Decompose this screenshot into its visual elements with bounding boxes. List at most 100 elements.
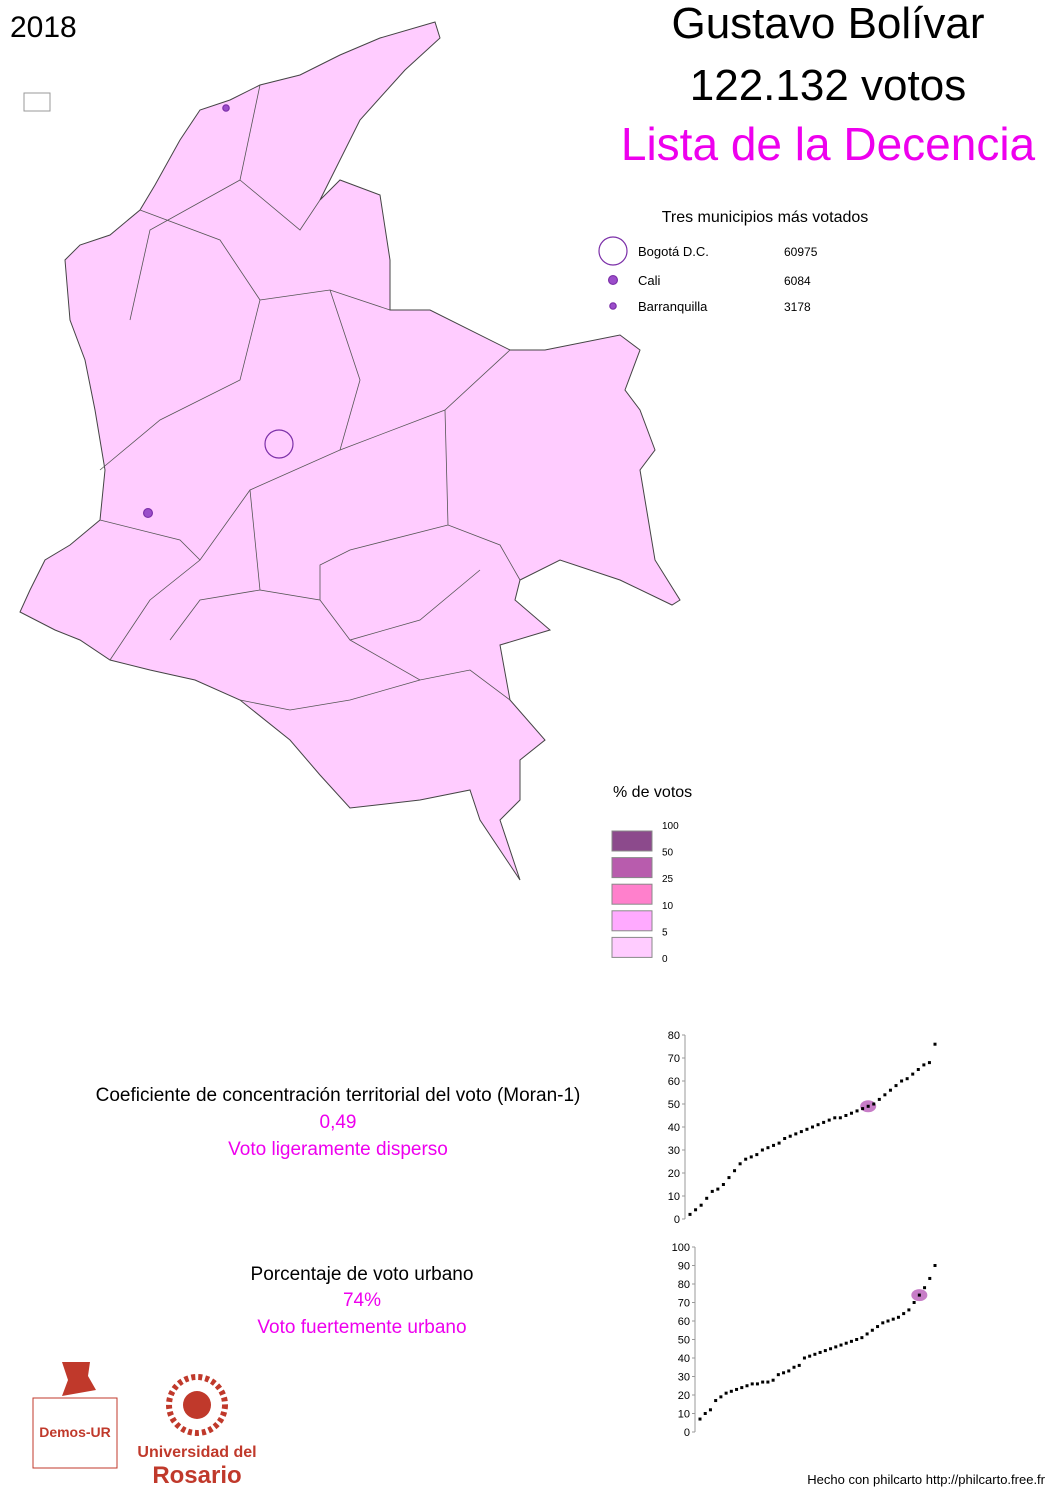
legend-title: % de votos <box>613 784 692 801</box>
point <box>865 1332 869 1336</box>
y-tick-label: 70 <box>678 1298 690 1310</box>
y-tick-label: 40 <box>668 1122 680 1134</box>
legend-swatch <box>611 936 653 958</box>
point <box>708 1408 712 1412</box>
indicator-value: 74% <box>343 1290 381 1311</box>
legend-break: 10 <box>662 901 674 912</box>
point <box>733 1169 737 1173</box>
y-tick-label: 90 <box>678 1261 690 1273</box>
y-tick-label: 100 <box>672 1242 690 1254</box>
point <box>860 1336 864 1340</box>
legend-swatch <box>611 883 653 905</box>
point <box>933 1042 937 1046</box>
point <box>799 1130 803 1134</box>
logo-text: Universidad del <box>137 1444 256 1461</box>
point <box>928 1276 932 1280</box>
point <box>719 1395 723 1399</box>
y-tick-label: 30 <box>678 1372 690 1384</box>
point <box>740 1386 744 1390</box>
point <box>855 1109 859 1113</box>
legend-symbol <box>607 274 619 286</box>
point <box>755 1153 759 1157</box>
point <box>787 1369 791 1373</box>
footer: Hecho con philcarto http://philcarto.fre… <box>807 1472 1045 1487</box>
point <box>829 1347 833 1351</box>
indicator-label: Porcentaje de voto urbano <box>251 1264 474 1285</box>
point <box>797 1363 801 1367</box>
point <box>870 1328 874 1332</box>
point <box>721 1183 725 1186</box>
point <box>861 1107 865 1111</box>
y-tick-label: 0 <box>674 1214 680 1226</box>
point <box>772 1143 776 1147</box>
y-tick-label: 10 <box>668 1191 680 1203</box>
point <box>907 1308 911 1312</box>
point <box>896 1315 900 1319</box>
map-symbol <box>222 104 230 112</box>
point <box>744 1157 748 1161</box>
y-tick-label: 20 <box>668 1168 680 1180</box>
legend-break: 5 <box>662 927 668 938</box>
point <box>849 1339 853 1343</box>
point <box>886 1319 890 1323</box>
y-tick-label: 40 <box>678 1353 690 1365</box>
legend-break: 50 <box>662 848 674 859</box>
legend-swatch <box>611 830 653 852</box>
point <box>891 1317 895 1321</box>
point <box>749 1155 753 1159</box>
map-inset <box>23 92 51 112</box>
legend-symbol <box>609 302 617 310</box>
point <box>827 1118 831 1122</box>
point <box>911 1072 915 1076</box>
point <box>710 1189 714 1193</box>
point <box>855 1338 859 1341</box>
point <box>894 1084 898 1088</box>
point <box>703 1412 707 1415</box>
point <box>729 1389 733 1393</box>
map <box>19 21 681 881</box>
municipality-votes: 6084 <box>784 274 811 288</box>
point <box>724 1391 728 1395</box>
total-votes: 122.132 votos <box>690 61 966 110</box>
point <box>813 1352 817 1356</box>
point <box>714 1399 718 1403</box>
y-tick-label: 50 <box>668 1099 680 1111</box>
point <box>877 1097 881 1101</box>
point <box>923 1286 927 1290</box>
point <box>761 1380 765 1384</box>
y-tick-label: 60 <box>668 1076 680 1088</box>
map-symbol <box>142 507 154 519</box>
logo-shape <box>62 1362 96 1396</box>
point <box>902 1312 906 1316</box>
point <box>833 1116 837 1120</box>
point <box>694 1208 698 1212</box>
point <box>866 1104 870 1108</box>
party-list: Lista de la Decencia <box>621 118 1036 170</box>
point <box>802 1356 806 1360</box>
point <box>699 1203 703 1207</box>
point <box>834 1345 838 1349</box>
point <box>783 1137 787 1140</box>
point <box>716 1187 720 1191</box>
indicator-description: Voto ligeramente disperso <box>228 1139 448 1160</box>
point <box>688 1212 692 1216</box>
point <box>838 1116 842 1120</box>
point <box>881 1321 885 1325</box>
point <box>698 1417 702 1421</box>
point <box>900 1079 904 1083</box>
indicator-value: 0,49 <box>320 1112 357 1133</box>
point <box>782 1371 786 1375</box>
map-symbol <box>264 429 294 459</box>
y-tick-label: 20 <box>678 1390 690 1402</box>
legend-break: 100 <box>662 821 679 832</box>
point <box>805 1127 809 1131</box>
point <box>766 1146 770 1150</box>
point <box>811 1125 814 1129</box>
logo-text: Demos-UR <box>39 1424 111 1440</box>
point <box>735 1387 739 1391</box>
logo-box <box>32 1397 118 1469</box>
y-tick-label: 60 <box>678 1316 690 1328</box>
point <box>927 1061 931 1065</box>
municipality-votes: 3178 <box>784 300 811 314</box>
municipality-name: Bogotá D.C. <box>638 244 709 259</box>
